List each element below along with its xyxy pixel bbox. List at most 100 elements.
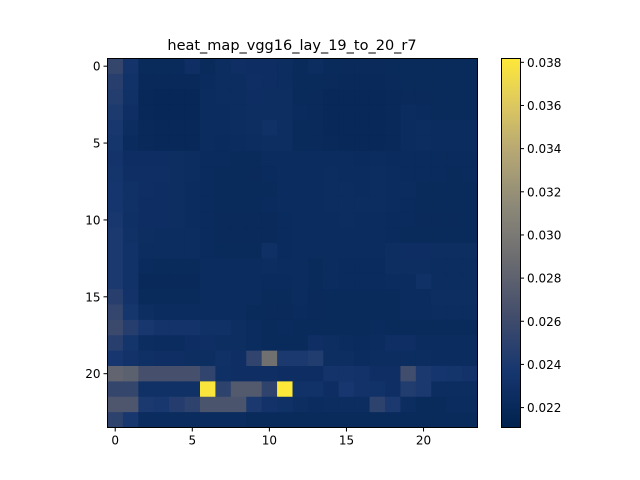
heatmap-cell <box>200 396 216 413</box>
heatmap-cell <box>400 150 417 167</box>
heatmap-cell <box>246 258 263 275</box>
heatmap-cell <box>369 212 386 229</box>
heatmap-cell <box>415 396 432 413</box>
heatmap-cell <box>431 273 448 290</box>
heatmap-cell <box>431 350 448 367</box>
heatmap-cell <box>369 196 386 213</box>
heatmap-cell <box>169 243 185 259</box>
colorbar-tick-label: 0.026 <box>527 315 561 329</box>
heatmap-cell <box>277 381 293 398</box>
heatmap-cell <box>446 243 463 259</box>
heatmap-cell <box>138 381 155 398</box>
heatmap-cell <box>153 289 170 305</box>
heatmap-cell <box>169 366 185 382</box>
heatmap-cell <box>354 196 370 213</box>
heatmap-cell <box>462 412 478 428</box>
heatmap-cell <box>338 181 355 198</box>
heatmap-cell <box>415 58 432 75</box>
heatmap-cell <box>462 258 478 275</box>
heatmap-cell <box>138 412 155 428</box>
heatmap-cell <box>415 243 432 259</box>
heatmap-cell <box>169 196 185 213</box>
heatmap-cell <box>400 166 417 182</box>
heatmap-cell <box>138 58 155 75</box>
heatmap-cell <box>107 58 124 75</box>
heatmap-cell <box>415 381 432 398</box>
heatmap-cell <box>200 104 216 121</box>
heatmap-cell <box>446 166 463 182</box>
heatmap-cell <box>153 412 170 428</box>
heatmap-cell <box>184 120 201 136</box>
heatmap-cell <box>246 104 263 121</box>
heatmap-cell <box>292 412 309 428</box>
heatmap-cell <box>431 289 448 305</box>
heatmap-cell <box>200 227 216 244</box>
heatmap-cell <box>122 135 139 152</box>
heatmap-cell <box>446 212 463 229</box>
heatmap-cell <box>138 319 155 336</box>
heatmap-cell <box>369 335 386 352</box>
heatmap-cell <box>153 196 170 213</box>
heatmap-cell <box>246 350 263 367</box>
heatmap-cell <box>261 381 278 398</box>
heatmap-cell <box>230 289 247 305</box>
heatmap-cell <box>307 120 324 136</box>
heatmap-cell <box>323 289 340 305</box>
heatmap-cell <box>462 196 478 213</box>
heatmap-cell <box>261 166 278 182</box>
colorbar-axis: 0.022 0.024 0.026 0.028 0.030 0.032 0.034 0.036… <box>520 56 561 415</box>
heatmap-cell <box>446 181 463 198</box>
heatmap-cell <box>261 289 278 305</box>
heatmap-cell <box>354 412 370 428</box>
heatmap-cell <box>246 319 263 336</box>
heatmap-cell <box>338 258 355 275</box>
heatmap-cell <box>107 335 124 352</box>
heatmap-cell <box>292 196 309 213</box>
heatmap-cell <box>230 258 247 275</box>
heatmap-cell <box>369 289 386 305</box>
heatmap-cell <box>122 366 139 382</box>
heatmap-cell <box>446 289 463 305</box>
heatmap-cell <box>277 196 293 213</box>
heatmap-cell <box>277 135 293 152</box>
heatmap-cell <box>415 181 432 198</box>
heatmap-cell <box>369 150 386 167</box>
heatmap-cell <box>338 396 355 413</box>
heatmap-cell <box>338 366 355 382</box>
x-tick-label: 10 <box>262 434 277 448</box>
heatmap-cell <box>431 181 448 198</box>
heatmap-cell <box>261 89 278 106</box>
axes-frame <box>107 58 478 428</box>
heatmap-cell <box>261 227 278 244</box>
heatmap-cell <box>261 412 278 428</box>
heatmap-cell <box>446 150 463 167</box>
heatmap-cell <box>292 366 309 382</box>
heatmap-cell <box>354 335 370 352</box>
heatmap-cell <box>323 135 340 152</box>
heatmap-cell <box>200 289 216 305</box>
heatmap-cell <box>400 396 417 413</box>
heatmap-cell <box>184 412 201 428</box>
heatmap-cell <box>462 350 478 367</box>
heatmap-cell <box>385 227 401 244</box>
heatmap-cell <box>431 104 448 121</box>
heatmap-cell <box>200 319 216 336</box>
heatmap-cell <box>261 120 278 136</box>
heatmap-cell <box>246 181 263 198</box>
heatmap-cell <box>230 319 247 336</box>
heatmap-cell <box>230 58 247 75</box>
heatmap-cell <box>462 73 478 90</box>
heatmap-cell <box>431 258 448 275</box>
heatmap-cell <box>400 412 417 428</box>
heatmap-cell <box>369 58 386 75</box>
heatmap-cell <box>246 58 263 75</box>
heatmap-cell <box>385 73 401 90</box>
heatmap-cell <box>122 258 139 275</box>
heatmap-cell <box>323 227 340 244</box>
heatmap-cell <box>200 150 216 167</box>
heatmap-cell <box>200 304 216 321</box>
heatmap-cell <box>385 104 401 121</box>
heatmap-cell <box>354 227 370 244</box>
heatmap-cell <box>462 104 478 121</box>
